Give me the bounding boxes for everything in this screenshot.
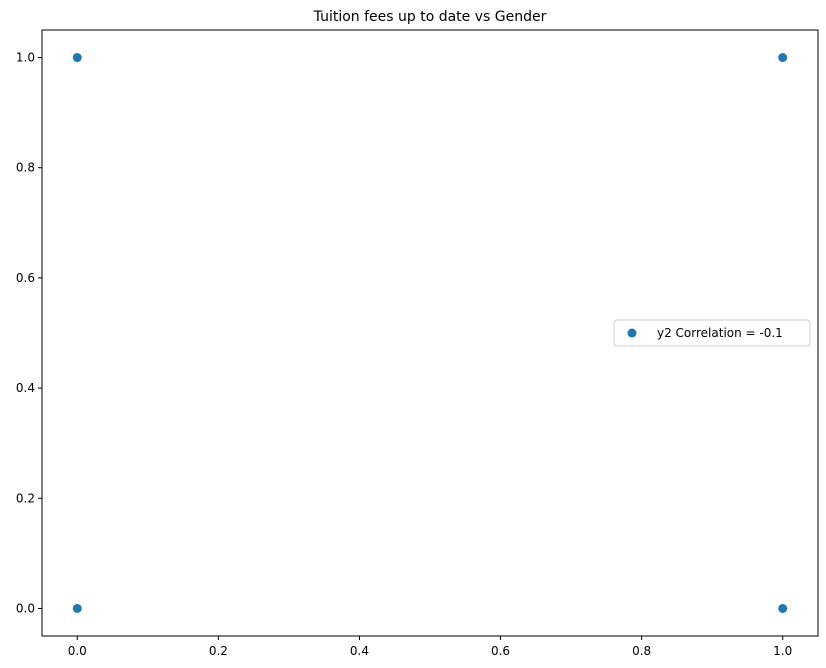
data-points [72,53,788,613]
legend-label: y2 Correlation = -0.1 [657,326,783,340]
x-tick-label: 0.6 [491,644,510,658]
legend-box [613,319,811,347]
y-tick-label: 0.2 [16,491,35,505]
legend-marker [627,328,637,338]
x-tick-label: 1.0 [773,644,792,658]
y-tick-label: 0.0 [16,601,35,615]
y-tick-label: 0.4 [16,381,35,395]
x-tick-label: 0.0 [68,644,87,658]
x-tick-label: 0.2 [209,644,228,658]
y-tick-label: 0.8 [16,161,35,175]
chart-title: Tuition fees up to date vs Gender [313,9,547,25]
plot-area-frame [41,29,819,637]
y-tick-label: 1.0 [16,51,35,65]
x-tick-label: 0.8 [632,644,651,658]
x-tick-label: 0.4 [350,644,369,658]
y-tick-label: 0.6 [16,271,35,285]
data-point [778,603,788,613]
axis-ticks: 0.0 0.2 0.4 0.6 0.8 1.0 0.0 0.2 0.4 0.6 0.8 1.0 [16,51,792,658]
legend: y2 Correlation = -0.1 [613,319,811,347]
data-point [778,53,788,63]
data-point [72,53,82,63]
data-point [72,603,82,613]
